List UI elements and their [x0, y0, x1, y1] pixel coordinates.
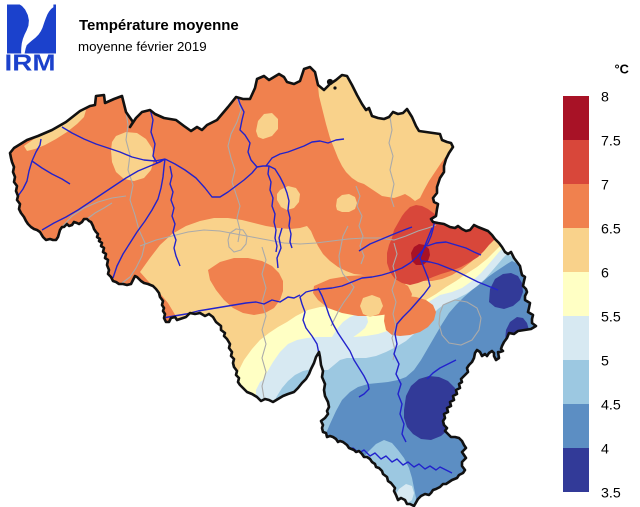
svg-text:8: 8: [601, 89, 609, 105]
svg-text:IRM: IRM: [5, 50, 56, 75]
svg-text:4.5: 4.5: [601, 397, 621, 413]
svg-text:3.5: 3.5: [601, 485, 621, 501]
svg-text:6: 6: [601, 265, 609, 281]
svg-text:6.5: 6.5: [601, 221, 621, 237]
svg-text:°C: °C: [615, 61, 629, 76]
svg-text:5: 5: [601, 353, 609, 369]
svg-text:4: 4: [601, 441, 609, 457]
svg-text:7.5: 7.5: [601, 133, 621, 149]
svg-text:5.5: 5.5: [601, 309, 621, 325]
svg-text:7: 7: [601, 177, 609, 193]
